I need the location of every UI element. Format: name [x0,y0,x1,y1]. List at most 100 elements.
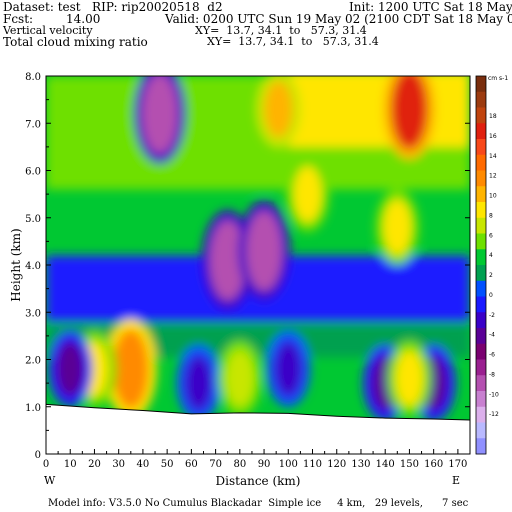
x-tick-label: 90 [258,459,271,470]
colorbar-label: 16 [489,133,497,140]
colorbar-label: 0 [489,292,493,299]
colorbar-swatch [476,186,486,203]
colorbar-swatch [476,91,486,108]
colorbar-swatch [476,438,486,455]
colorbar-label: 12 [489,173,497,180]
colorbar-label: -12 [489,411,499,418]
colorbar-swatch [476,233,486,250]
y-tick-label: 1.0 [25,403,41,414]
colorbar-border [475,75,487,455]
colorbar-label: -4 [489,332,495,339]
colorbar-label: -10 [489,391,499,398]
colorbar-swatch [476,312,486,329]
colorbar-swatch [476,265,486,282]
y-tick-label: 6.0 [25,167,41,178]
y-tick-label: 3.0 [25,308,41,319]
x-tick-label: 30 [112,459,125,470]
x-tick-label: 140 [376,459,395,470]
y-tick-label: 4.0 [25,261,41,272]
colorbar-swatch [476,139,486,156]
x-tick-label: 100 [279,459,298,470]
field-feature-core [184,355,213,412]
x-axis-label: Distance (km) [216,474,301,488]
field-band [288,76,470,147]
field-feature-core [293,166,322,223]
field-feature-core [274,340,303,397]
field-feature-core [383,199,412,256]
colorbar-swatch [476,328,486,345]
model-info: Model info: V3.5.0 No Cumulus Blackadar … [48,498,469,509]
y-tick-label: 2.0 [25,356,41,367]
colorbar-label: -6 [489,352,495,359]
colorbar-label: 14 [489,153,497,160]
y-tick-label: 0 [35,450,41,461]
field-feature-core [141,76,178,154]
field-feature-core [246,210,283,291]
y-tick-label: 8.0 [25,72,41,83]
field-feature-core [264,81,293,138]
x-axis: 0 10 20 30 40 50 60 70 80 90 100 110 120 130 140 150 160… [43,449,467,470]
fcst-value: 14.00 [66,12,101,26]
colorbar-swatch [476,249,486,266]
colorbar-swatch [476,154,486,171]
valid-time: Valid: 0200 UTC Sun 19 May 02 (2100 CDT … [165,12,512,26]
x-tick-label: 150 [400,459,419,470]
colorbar: 18 16 14 12 10 8 6 4 2 0 -2 -4 -6 -8 -10 -12 [475,75,499,455]
colorbar-swatch [476,406,486,423]
colorbar-swatch [476,76,486,93]
colorbar-label: 8 [489,212,493,219]
x-tick-label: 70 [209,459,222,470]
x-tick-label: 50 [161,459,174,470]
fcst-label: Fcst: [3,12,34,26]
field-feature-core [391,76,428,150]
east-label: E [452,474,460,487]
x-tick-label: 120 [327,459,346,470]
colorbar-label: -2 [489,312,495,319]
field1-xy: XY= 13.7, 34.1 to 57.3, 31.4 [195,24,367,37]
dataset-label: Dataset: test RIP: rip20020518 d2 [3,0,223,14]
x-tick-label: 80 [233,459,246,470]
colorbar-swatch [476,217,486,234]
colorbar-swatch [476,359,486,376]
colorbar-swatch [476,296,486,313]
colorbar-label: 4 [489,252,493,259]
x-tick-label: 130 [351,459,370,470]
colorbar-swatch [476,123,486,140]
y-axis: 0 1.0 2.0 3.0 4.0 5.0 6.0 7.0 8.0 [25,72,470,461]
x-tick-label: 160 [424,459,443,470]
terrain-mask [46,403,470,454]
field-feature-core [395,350,424,407]
field-feature-core [209,220,246,301]
x-tick-label: 10 [64,459,77,470]
field2-name: Total cloud mixing ratio [3,35,148,49]
colorbar-label: 6 [489,232,493,239]
colorbar-swatch [476,422,486,439]
colorbar-label: 10 [489,193,497,200]
field-feature-core [56,340,85,397]
init-time: Init: 1200 UTC Sat 18 May 02 [349,0,512,14]
colorbar-swatch [476,170,486,187]
colorbar-swatch [476,280,486,297]
x-tick-label: 60 [185,459,198,470]
colorbar-swatch [476,391,486,408]
colorbar-swatch [476,202,486,219]
colorbar-swatch [476,107,486,124]
colorbar-units: cm s-1 [488,75,508,82]
colorbar-label: 18 [489,113,497,120]
west-label: W [44,474,56,487]
colorbar-swatch [476,375,486,392]
x-tick-label: 20 [88,459,101,470]
x-tick-label: 110 [303,459,322,470]
y-tick-label: 5.0 [25,214,41,225]
colorbar-label: 2 [489,272,493,279]
field-feature-core [112,328,149,409]
colorbar-label: -8 [489,371,495,378]
x-tick-label: 40 [137,459,150,470]
field-feature-core [225,350,254,407]
colorbar-swatch [476,343,486,360]
x-tick-label: 0 [43,459,49,470]
field1-name: Vertical velocity [3,24,93,37]
y-axis-label: Height (km) [9,228,23,301]
field2-xy: XY= 13.7, 34.1 to 57.3, 31.4 [207,35,379,48]
